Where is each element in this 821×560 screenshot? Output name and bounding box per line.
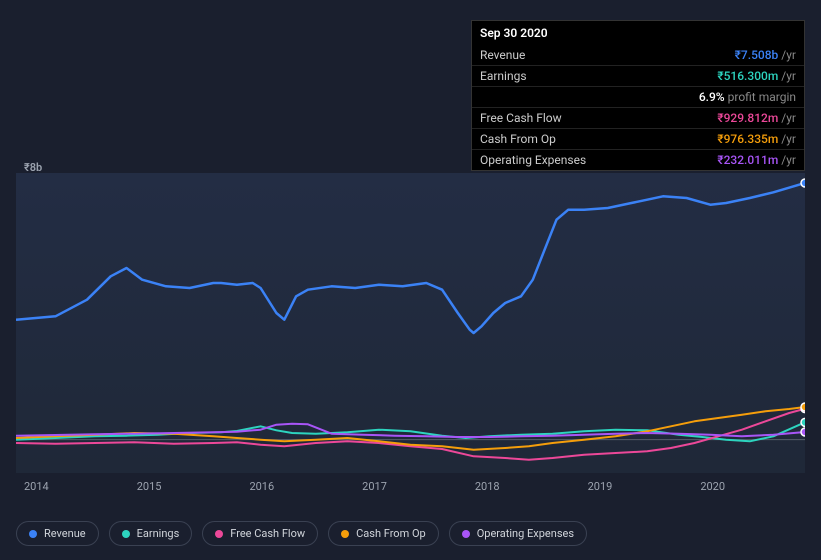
tooltip-value: 6.9%profit margin xyxy=(699,90,796,104)
legend-label: Revenue xyxy=(44,527,86,540)
tooltip-label: Cash From Op xyxy=(480,132,556,146)
legend-label: Operating Expenses xyxy=(477,527,574,540)
tooltip-value: ₹929.812m/yr xyxy=(717,111,796,125)
legend-item[interactable]: Cash From Op xyxy=(328,521,439,546)
tooltip-label: Earnings xyxy=(480,69,527,83)
x-axis-label: 2020 xyxy=(692,480,805,493)
tooltip-value: ₹516.300m/yr xyxy=(717,69,796,83)
legend-label: Cash From Op xyxy=(356,527,426,540)
x-axis-label: 2018 xyxy=(467,480,580,493)
tooltip-value: ₹7.508b/yr xyxy=(735,48,796,62)
x-axis-label: 2014 xyxy=(16,480,129,493)
tooltip-label: Revenue xyxy=(480,48,525,62)
chart-container: ₹8b₹0-₹1b 2014201520162017201820192020 xyxy=(16,155,805,475)
line-chart xyxy=(16,173,805,473)
legend: Revenue Earnings Free Cash Flow Cash From O… xyxy=(16,521,587,546)
tooltip-label: Free Cash Flow xyxy=(480,111,562,125)
x-axis-label: 2015 xyxy=(129,480,242,493)
tooltip-row: 6.9%profit margin xyxy=(472,87,804,108)
series-end-marker xyxy=(801,428,805,436)
x-axis-label: 2019 xyxy=(580,480,693,493)
legend-item[interactable]: Earnings xyxy=(109,521,193,546)
tooltip-row: Free Cash Flow ₹929.812m/yr xyxy=(472,108,804,129)
tooltip-value: ₹976.335m/yr xyxy=(717,132,796,146)
x-axis-label: 2017 xyxy=(354,480,467,493)
tooltip-date: Sep 30 2020 xyxy=(472,21,804,45)
tooltip-row: Revenue ₹7.508b/yr xyxy=(472,45,804,66)
legend-item[interactable]: Free Cash Flow xyxy=(202,521,318,546)
legend-dot-icon xyxy=(341,530,349,538)
series-end-marker xyxy=(801,418,805,426)
legend-label: Earnings xyxy=(137,527,180,540)
tooltip-row: Earnings ₹516.300m/yr xyxy=(472,66,804,87)
legend-item[interactable]: Operating Expenses xyxy=(449,521,587,546)
series-end-marker xyxy=(801,403,805,411)
legend-label: Free Cash Flow xyxy=(230,527,305,540)
x-axis-labels: 2014201520162017201820192020 xyxy=(16,480,805,493)
legend-item[interactable]: Revenue xyxy=(16,521,99,546)
series-end-marker xyxy=(801,179,805,187)
legend-dot-icon xyxy=(462,530,470,538)
tooltip-row: Cash From Op ₹976.335m/yr xyxy=(472,129,804,150)
x-axis-label: 2016 xyxy=(241,480,354,493)
tooltip-panel: Sep 30 2020 Revenue ₹7.508b/yr Earnings ₹51… xyxy=(471,20,805,171)
legend-dot-icon xyxy=(122,530,130,538)
legend-dot-icon xyxy=(29,530,37,538)
legend-dot-icon xyxy=(215,530,223,538)
